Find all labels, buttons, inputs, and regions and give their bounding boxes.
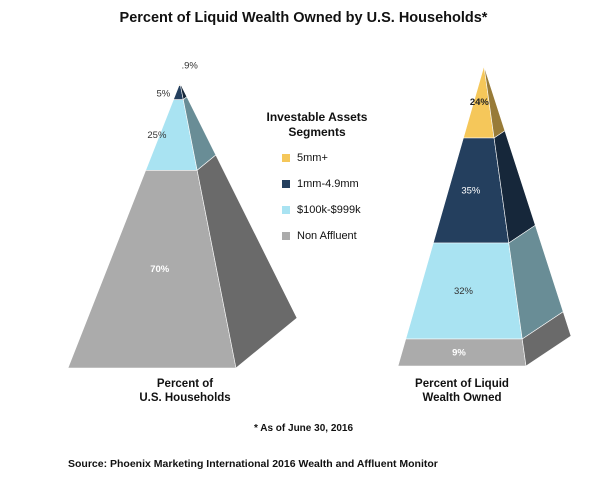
legend-item-5mm: 5mm+ xyxy=(262,150,412,166)
wealth-caption: Percent of Liquid Wealth Owned xyxy=(382,377,542,405)
wealth-label-100k-999k: 32% xyxy=(454,286,474,297)
households-segment-non-affluent-side xyxy=(196,154,298,369)
wealth-label-1mm-4-9mm: 35% xyxy=(461,186,481,197)
legend-label-5mm: 5mm+ xyxy=(297,152,328,164)
households-caption-line2: U.S. Households xyxy=(139,392,231,404)
legend: Investable Assets Segments 5mm+ 1mm-4.9m… xyxy=(262,110,412,254)
households-label-100k-999k: 25% xyxy=(147,130,167,141)
legend-item-100k-999k: $100k-$999k xyxy=(262,202,412,218)
households-caption-line1: Percent of xyxy=(156,378,214,390)
legend-swatch-5mm xyxy=(282,154,290,162)
households-label-5mm: .9% xyxy=(182,60,199,71)
legend-swatch-100k-999k xyxy=(282,206,290,214)
wealth-label-non-affluent: 9% xyxy=(452,348,466,359)
legend-title: Investable Assets Segments xyxy=(262,110,372,140)
legend-title-line2: Segments xyxy=(288,125,346,139)
legend-label-non-affluent: Non Affluent xyxy=(297,230,357,242)
legend-swatch-1mm-4-9mm xyxy=(282,180,290,188)
households-caption: Percent of U.S. Households xyxy=(105,377,265,405)
footnote: * As of June 30, 2016 xyxy=(253,423,354,434)
wealth-pyramid: 24% 35% 32% 9% xyxy=(397,65,572,367)
legend-item-non-affluent: Non Affluent xyxy=(262,228,412,244)
wealth-label-5mm: 24% xyxy=(470,97,490,108)
legend-title-line1: Investable Assets xyxy=(266,110,368,124)
households-label-1mm-4-9mm: 5% xyxy=(156,89,170,100)
legend-swatch-non-affluent xyxy=(282,232,290,240)
wealth-segment-non-affluent-side xyxy=(521,311,572,367)
households-pyramid: .9% 5% 25% 70% xyxy=(67,60,298,369)
source-note: Source: Phoenix Marketing International … xyxy=(68,458,438,470)
chart-title: Percent of Liquid Wealth Owned by U.S. H… xyxy=(119,10,488,26)
wealth-caption-line1: Percent of Liquid xyxy=(415,378,509,390)
legend-label-100k-999k: $100k-$999k xyxy=(297,204,361,216)
wealth-caption-line2: Wealth Owned xyxy=(422,392,502,404)
legend-label-1mm-4-9mm: 1mm-4.9mm xyxy=(297,178,359,190)
legend-item-1mm-4-9mm: 1mm-4.9mm xyxy=(262,176,412,192)
households-label-non-affluent: 70% xyxy=(150,264,170,275)
